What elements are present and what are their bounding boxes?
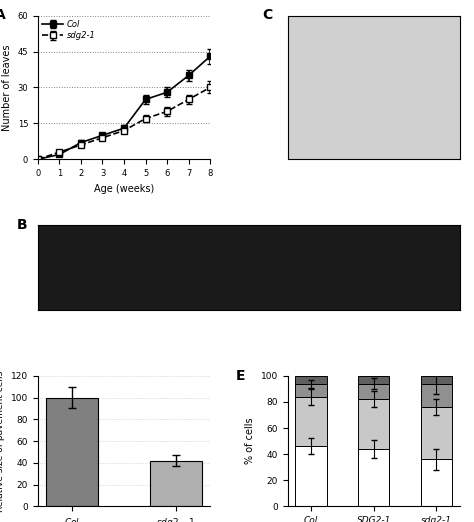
Bar (150, 460, 202, 506)
Text: E: E (236, 369, 246, 383)
Bar (46, 398, 98, 506)
Bar (358, 399, 389, 449)
Bar (295, 384, 327, 397)
Bar (420, 376, 452, 384)
Y-axis label: % of cells: % of cells (245, 418, 255, 465)
Bar (420, 407, 452, 459)
Y-axis label: Relative size of pavement cells: Relative size of pavement cells (0, 371, 5, 512)
X-axis label: Age (weeks): Age (weeks) (94, 184, 154, 194)
Y-axis label: Number of leaves: Number of leaves (2, 44, 12, 130)
Legend: Col, sdg2-1: Col, sdg2-1 (42, 20, 96, 40)
Bar (358, 449, 389, 506)
Text: C: C (262, 8, 272, 22)
Bar (420, 384, 452, 407)
Bar (295, 376, 327, 384)
Text: A: A (0, 8, 6, 22)
Bar (358, 384, 389, 399)
Text: B: B (17, 218, 27, 232)
Bar (295, 397, 327, 446)
Bar (420, 459, 452, 506)
Bar (295, 446, 327, 506)
Bar (358, 376, 389, 384)
